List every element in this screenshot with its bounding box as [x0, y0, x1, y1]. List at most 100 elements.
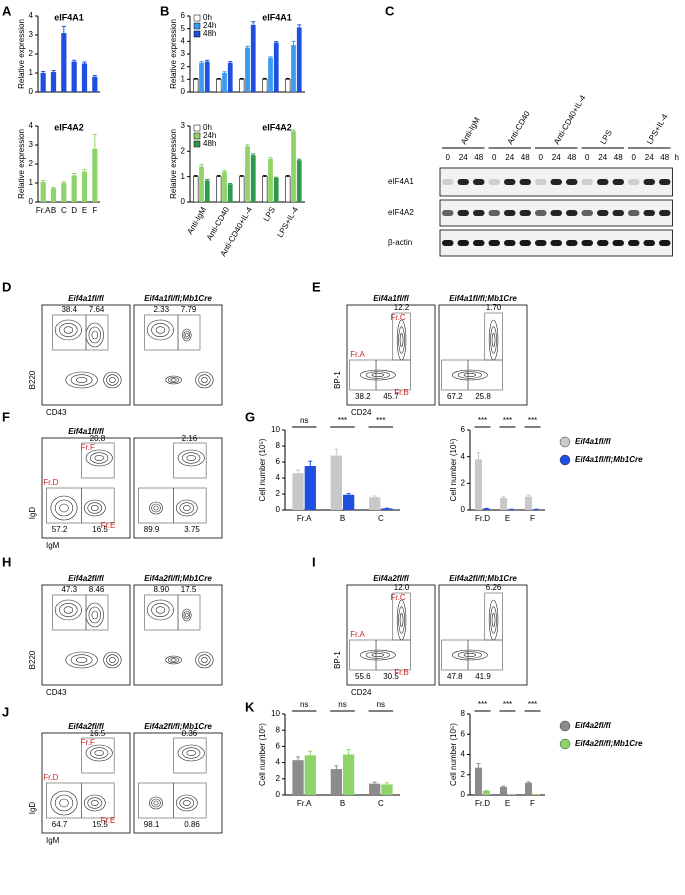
blot-band — [643, 210, 655, 216]
contour — [151, 798, 161, 808]
contour — [54, 319, 82, 341]
x-tick-label: Fr.D — [475, 514, 490, 523]
contour — [175, 499, 198, 517]
bar — [239, 79, 245, 93]
bar — [92, 148, 98, 202]
panel-label: G — [245, 409, 255, 424]
blot-band — [628, 240, 640, 246]
bar — [381, 508, 393, 510]
bar — [304, 466, 316, 510]
y-tick-label: 2 — [181, 146, 186, 155]
blot-band — [628, 179, 640, 185]
contour — [50, 495, 78, 521]
blot-row-label: β-actin — [388, 238, 412, 247]
contour — [149, 501, 163, 515]
contour — [182, 452, 201, 464]
contour — [65, 651, 98, 669]
bar — [369, 497, 381, 510]
legend-label: Eif4a2fl/fl — [575, 721, 611, 730]
contour — [201, 377, 208, 383]
bar — [304, 755, 316, 795]
panel-label: K — [245, 699, 255, 714]
gate — [173, 782, 207, 819]
contour — [155, 326, 166, 334]
contour — [54, 499, 74, 517]
contour — [182, 505, 191, 511]
blot-band — [581, 179, 593, 185]
gate — [177, 594, 201, 631]
legend-marker — [559, 738, 571, 750]
y-tick-label: 10 — [271, 425, 280, 434]
contour — [195, 371, 214, 389]
contour — [63, 606, 74, 614]
gate-label: Fr.E — [101, 521, 116, 530]
bar — [92, 76, 98, 92]
contour — [59, 798, 69, 808]
y-axis-label: Relative expression — [17, 19, 26, 89]
y-tick-label: 4 — [461, 452, 466, 461]
chart-title: eIF4A1 — [262, 12, 292, 22]
x-tick-label: F — [530, 514, 535, 523]
gate-label: Fr.F — [81, 443, 95, 452]
blot-band — [473, 240, 485, 246]
bar — [199, 166, 204, 202]
contour — [491, 333, 496, 347]
blot-band — [535, 240, 547, 246]
flow-x-label: IgM — [46, 541, 60, 550]
contour — [109, 377, 116, 383]
blot-band — [442, 179, 454, 185]
y-tick-label: 0 — [461, 790, 466, 799]
blot-band — [473, 179, 485, 185]
gate-value: 30.5 — [383, 672, 399, 681]
blot-time: 24 — [552, 153, 561, 162]
contour — [170, 658, 177, 662]
gate — [392, 592, 411, 641]
contour — [185, 332, 189, 338]
y-axis-label: Relative expression — [169, 129, 178, 199]
x-tick-label: Fr.A — [297, 799, 312, 808]
blot-unit: h — [675, 153, 679, 162]
bar — [296, 27, 302, 92]
bar — [343, 754, 355, 795]
gate — [484, 592, 503, 641]
gate — [81, 442, 115, 479]
panel-label: F — [2, 409, 10, 424]
blot-band — [612, 210, 624, 216]
plot-title: Eif4a2fl/fl — [68, 574, 104, 583]
legend-marker — [559, 436, 571, 448]
gate-label: Fr.C — [390, 593, 405, 602]
bar — [216, 79, 222, 93]
plot-title: Eif4a2fl/fl;Mb1Cre — [449, 574, 517, 583]
contour — [398, 326, 405, 354]
blot-band — [488, 179, 500, 185]
gate-value: 47.3 — [61, 585, 77, 594]
blot-time: 48 — [614, 153, 623, 162]
contour — [359, 649, 396, 661]
contour — [182, 747, 201, 759]
y-tick-label: 2 — [276, 774, 281, 783]
significance: *** — [503, 700, 512, 709]
gate-label: Fr.D — [43, 478, 58, 487]
x-tick-label: B — [340, 799, 345, 808]
x-tick-label: E — [505, 514, 510, 523]
legend-swatch — [193, 140, 201, 148]
bar — [268, 57, 273, 92]
y-tick-label: 0 — [29, 87, 34, 96]
contour — [90, 800, 99, 806]
flow-y-label: BP-1 — [333, 371, 342, 389]
bar — [227, 184, 233, 202]
legend-label: Eif4a1fl/fl;Mb1Cre — [575, 455, 643, 464]
significance: *** — [376, 416, 385, 425]
contour — [457, 371, 482, 379]
gate — [392, 312, 411, 361]
blot-band — [612, 240, 624, 246]
bar — [285, 176, 291, 203]
blot-group: Anti-IgM — [459, 115, 482, 146]
bar — [204, 180, 210, 202]
gate-value: 15.5 — [92, 820, 108, 829]
blot-time: 24 — [505, 153, 514, 162]
contour — [103, 371, 122, 389]
x-tick-label: D — [71, 206, 77, 215]
legend-swatch — [193, 30, 201, 38]
gate-value: 47.8 — [447, 672, 463, 681]
